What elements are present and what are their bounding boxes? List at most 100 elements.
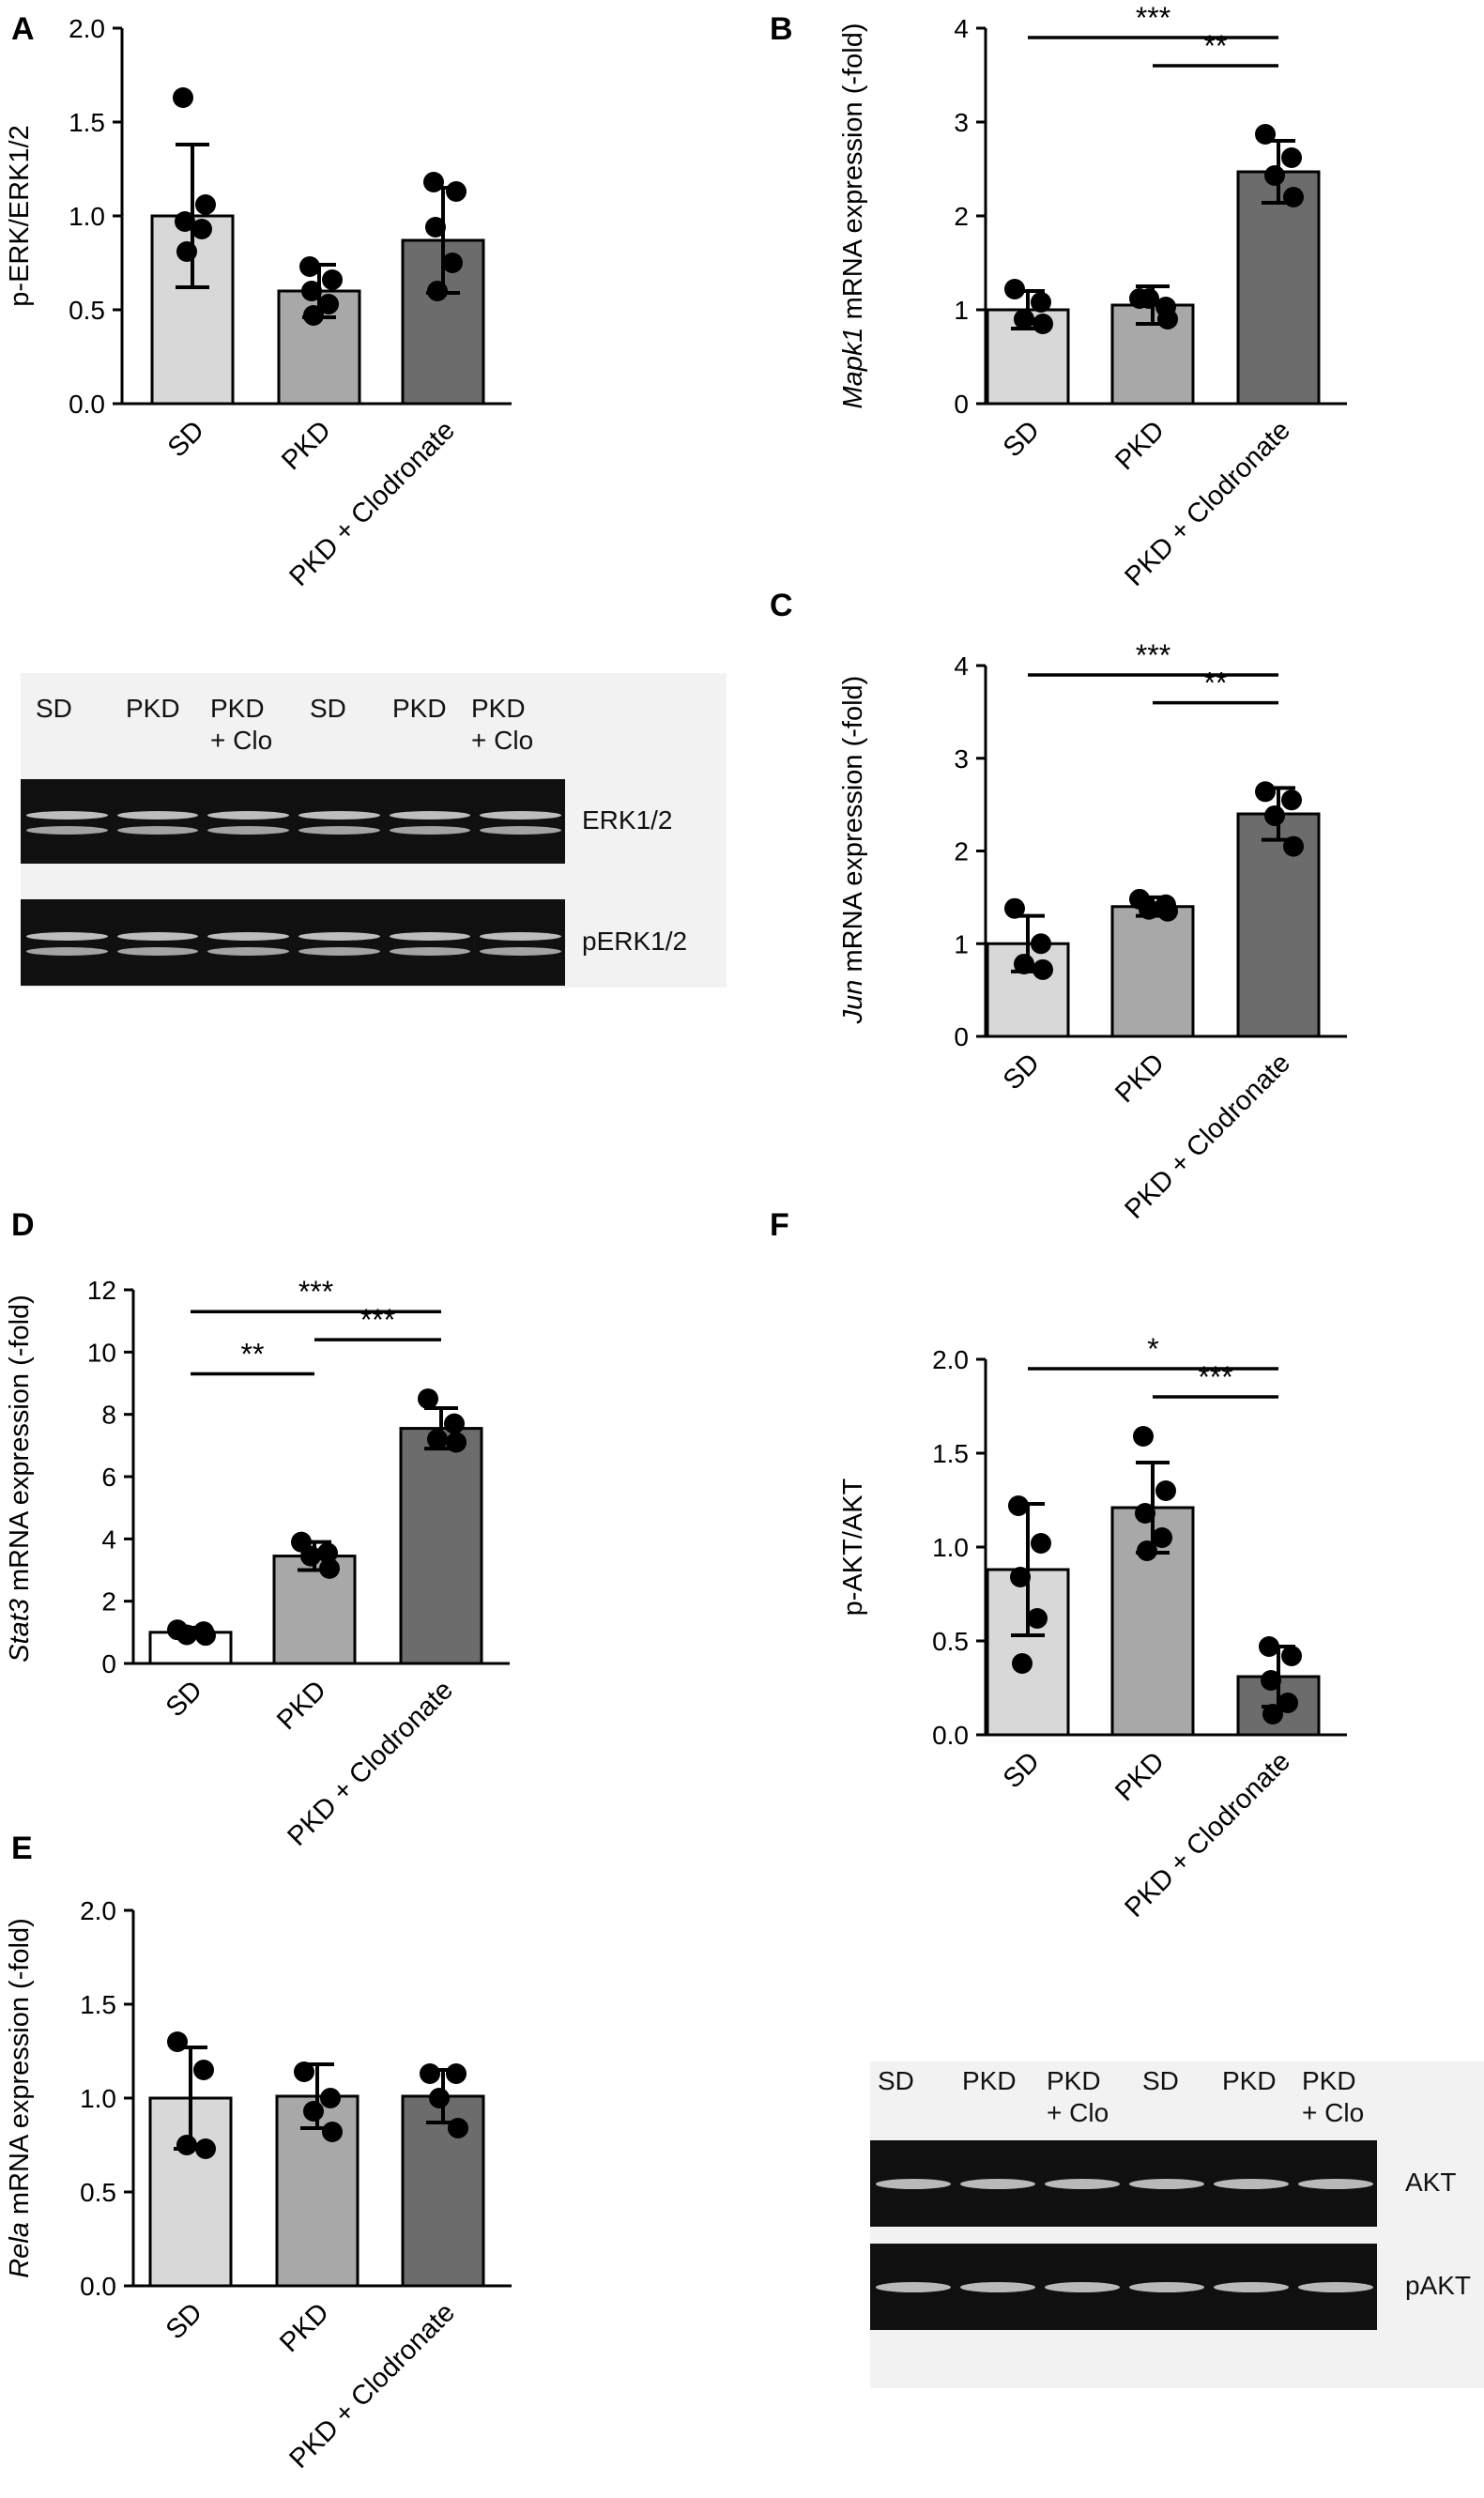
- blot-band: [1129, 2282, 1204, 2293]
- chart-panel-b: B 0 1 2 3 4 Mapk1 mRNA expression (-fold) SD PKD…: [770, 1, 1347, 592]
- blot-band: [1045, 2179, 1120, 2190]
- blot-lane-label: SD: [310, 694, 346, 723]
- blot-band: [207, 811, 289, 820]
- y-tick-label: 0.0: [69, 390, 105, 419]
- data-point: [191, 219, 212, 239]
- y-axis-label: Mapk1 mRNA expression (-fold): [838, 23, 868, 409]
- panel-letter-a: A: [11, 11, 35, 47]
- significance-label: ***: [1136, 1, 1170, 35]
- data-point: [1157, 309, 1178, 329]
- data-point: [1283, 187, 1304, 207]
- blot-strip-label: pAKT: [1405, 2271, 1472, 2300]
- blot-band: [876, 2179, 951, 2190]
- blot-band: [1214, 2179, 1289, 2190]
- data-point: [429, 2088, 450, 2108]
- blot-lane-label: SD: [878, 2066, 914, 2095]
- y-tick-label: 4: [954, 651, 969, 681]
- blot-band: [116, 811, 199, 820]
- data-point: [1012, 1653, 1033, 1674]
- blot-lane-label: SD: [36, 694, 72, 723]
- blot-band: [960, 2179, 1035, 2190]
- blot-band: [207, 946, 289, 956]
- data-point: [1261, 1670, 1281, 1691]
- x-tick-label: PKD: [1109, 415, 1170, 476]
- x-tick-label: PKD: [1109, 1746, 1170, 1807]
- x-tick-label: SD: [998, 1746, 1046, 1794]
- significance-label: **: [1204, 667, 1228, 700]
- blot-lane-label: PKD: [1222, 2066, 1277, 2095]
- blot-band: [960, 2282, 1035, 2293]
- significance-label: **: [241, 1338, 265, 1372]
- data-point: [294, 2061, 314, 2082]
- data-point: [446, 2063, 467, 2084]
- y-tick-label: 1.0: [932, 1533, 969, 1562]
- blot-band: [298, 931, 380, 941]
- y-tick-label: 0.5: [932, 1627, 969, 1656]
- x-tick-label: SD: [998, 415, 1046, 463]
- data-point: [1255, 124, 1276, 145]
- blot-band: [116, 931, 199, 941]
- blot-lane-label: PKD: [392, 694, 447, 723]
- significance-label: ***: [1198, 1360, 1232, 1394]
- data-point: [1031, 933, 1051, 955]
- data-point: [1004, 279, 1025, 299]
- y-axis-label: p-AKT/AKT: [838, 1478, 868, 1616]
- y-tick-label: 1.5: [80, 1990, 116, 2019]
- blot-band: [207, 825, 289, 835]
- y-tick-label: 0: [954, 1022, 969, 1051]
- data-point: [303, 305, 324, 326]
- blot-band: [1045, 2282, 1120, 2293]
- y-tick-label: 2.0: [69, 14, 105, 43]
- data-point: [1264, 165, 1285, 186]
- blot-band: [116, 825, 199, 835]
- blot-band: [480, 825, 561, 835]
- bar: [399, 1427, 483, 1665]
- blot-band: [1214, 2282, 1289, 2293]
- data-point: [299, 256, 320, 277]
- data-point: [319, 1557, 340, 1579]
- data-point: [1264, 805, 1285, 826]
- blot-lane-label: SD: [1142, 2066, 1179, 2095]
- data-point: [195, 1625, 216, 1647]
- blot-strip-perk1-2: [21, 899, 565, 986]
- data-point: [303, 2101, 324, 2122]
- data-point: [1133, 1426, 1154, 1447]
- blot-strip-label: AKT: [1405, 2168, 1457, 2197]
- significance-label: ***: [1136, 638, 1170, 672]
- data-point: [320, 2088, 341, 2108]
- data-point: [1033, 958, 1053, 980]
- y-tick-label: 2: [954, 837, 969, 866]
- data-point: [1031, 1533, 1051, 1554]
- blot-band: [876, 2282, 951, 2293]
- significance-label: ***: [298, 1275, 333, 1309]
- data-point: [1031, 292, 1051, 313]
- panel-letter-c: C: [770, 588, 793, 623]
- data-point: [446, 181, 467, 202]
- blot-lane-label: PKD + Clo: [210, 694, 273, 755]
- data-point: [176, 1624, 197, 1646]
- data-point: [167, 2031, 188, 2052]
- data-point: [176, 2135, 197, 2155]
- bar: [1236, 170, 1321, 406]
- x-tick-label: PKD: [271, 1675, 332, 1736]
- data-point: [1281, 789, 1302, 811]
- blot-band: [1298, 2282, 1373, 2293]
- data-point: [444, 1413, 465, 1434]
- data-point: [427, 281, 448, 301]
- blot-band: [1298, 2179, 1373, 2190]
- blot-band: [480, 946, 561, 956]
- blot-strip-pakt: [870, 2244, 1377, 2330]
- y-tick-label: 2.0: [932, 1345, 969, 1374]
- data-point: [1008, 1495, 1029, 1516]
- blot-strip-label: pERK1/2: [582, 927, 688, 956]
- y-tick-label: 0.0: [932, 1721, 969, 1750]
- y-tick-label: 8: [101, 1401, 116, 1430]
- y-tick-label: 0: [101, 1649, 116, 1678]
- y-tick-label: 12: [87, 1276, 116, 1305]
- data-point: [318, 294, 339, 314]
- y-axis-label: Stat3 mRNA expression (-fold): [5, 1295, 35, 1663]
- y-tick-label: 3: [954, 744, 969, 774]
- y-tick-label: 1: [954, 296, 969, 325]
- blot-band: [26, 811, 108, 820]
- bar: [1110, 905, 1195, 1038]
